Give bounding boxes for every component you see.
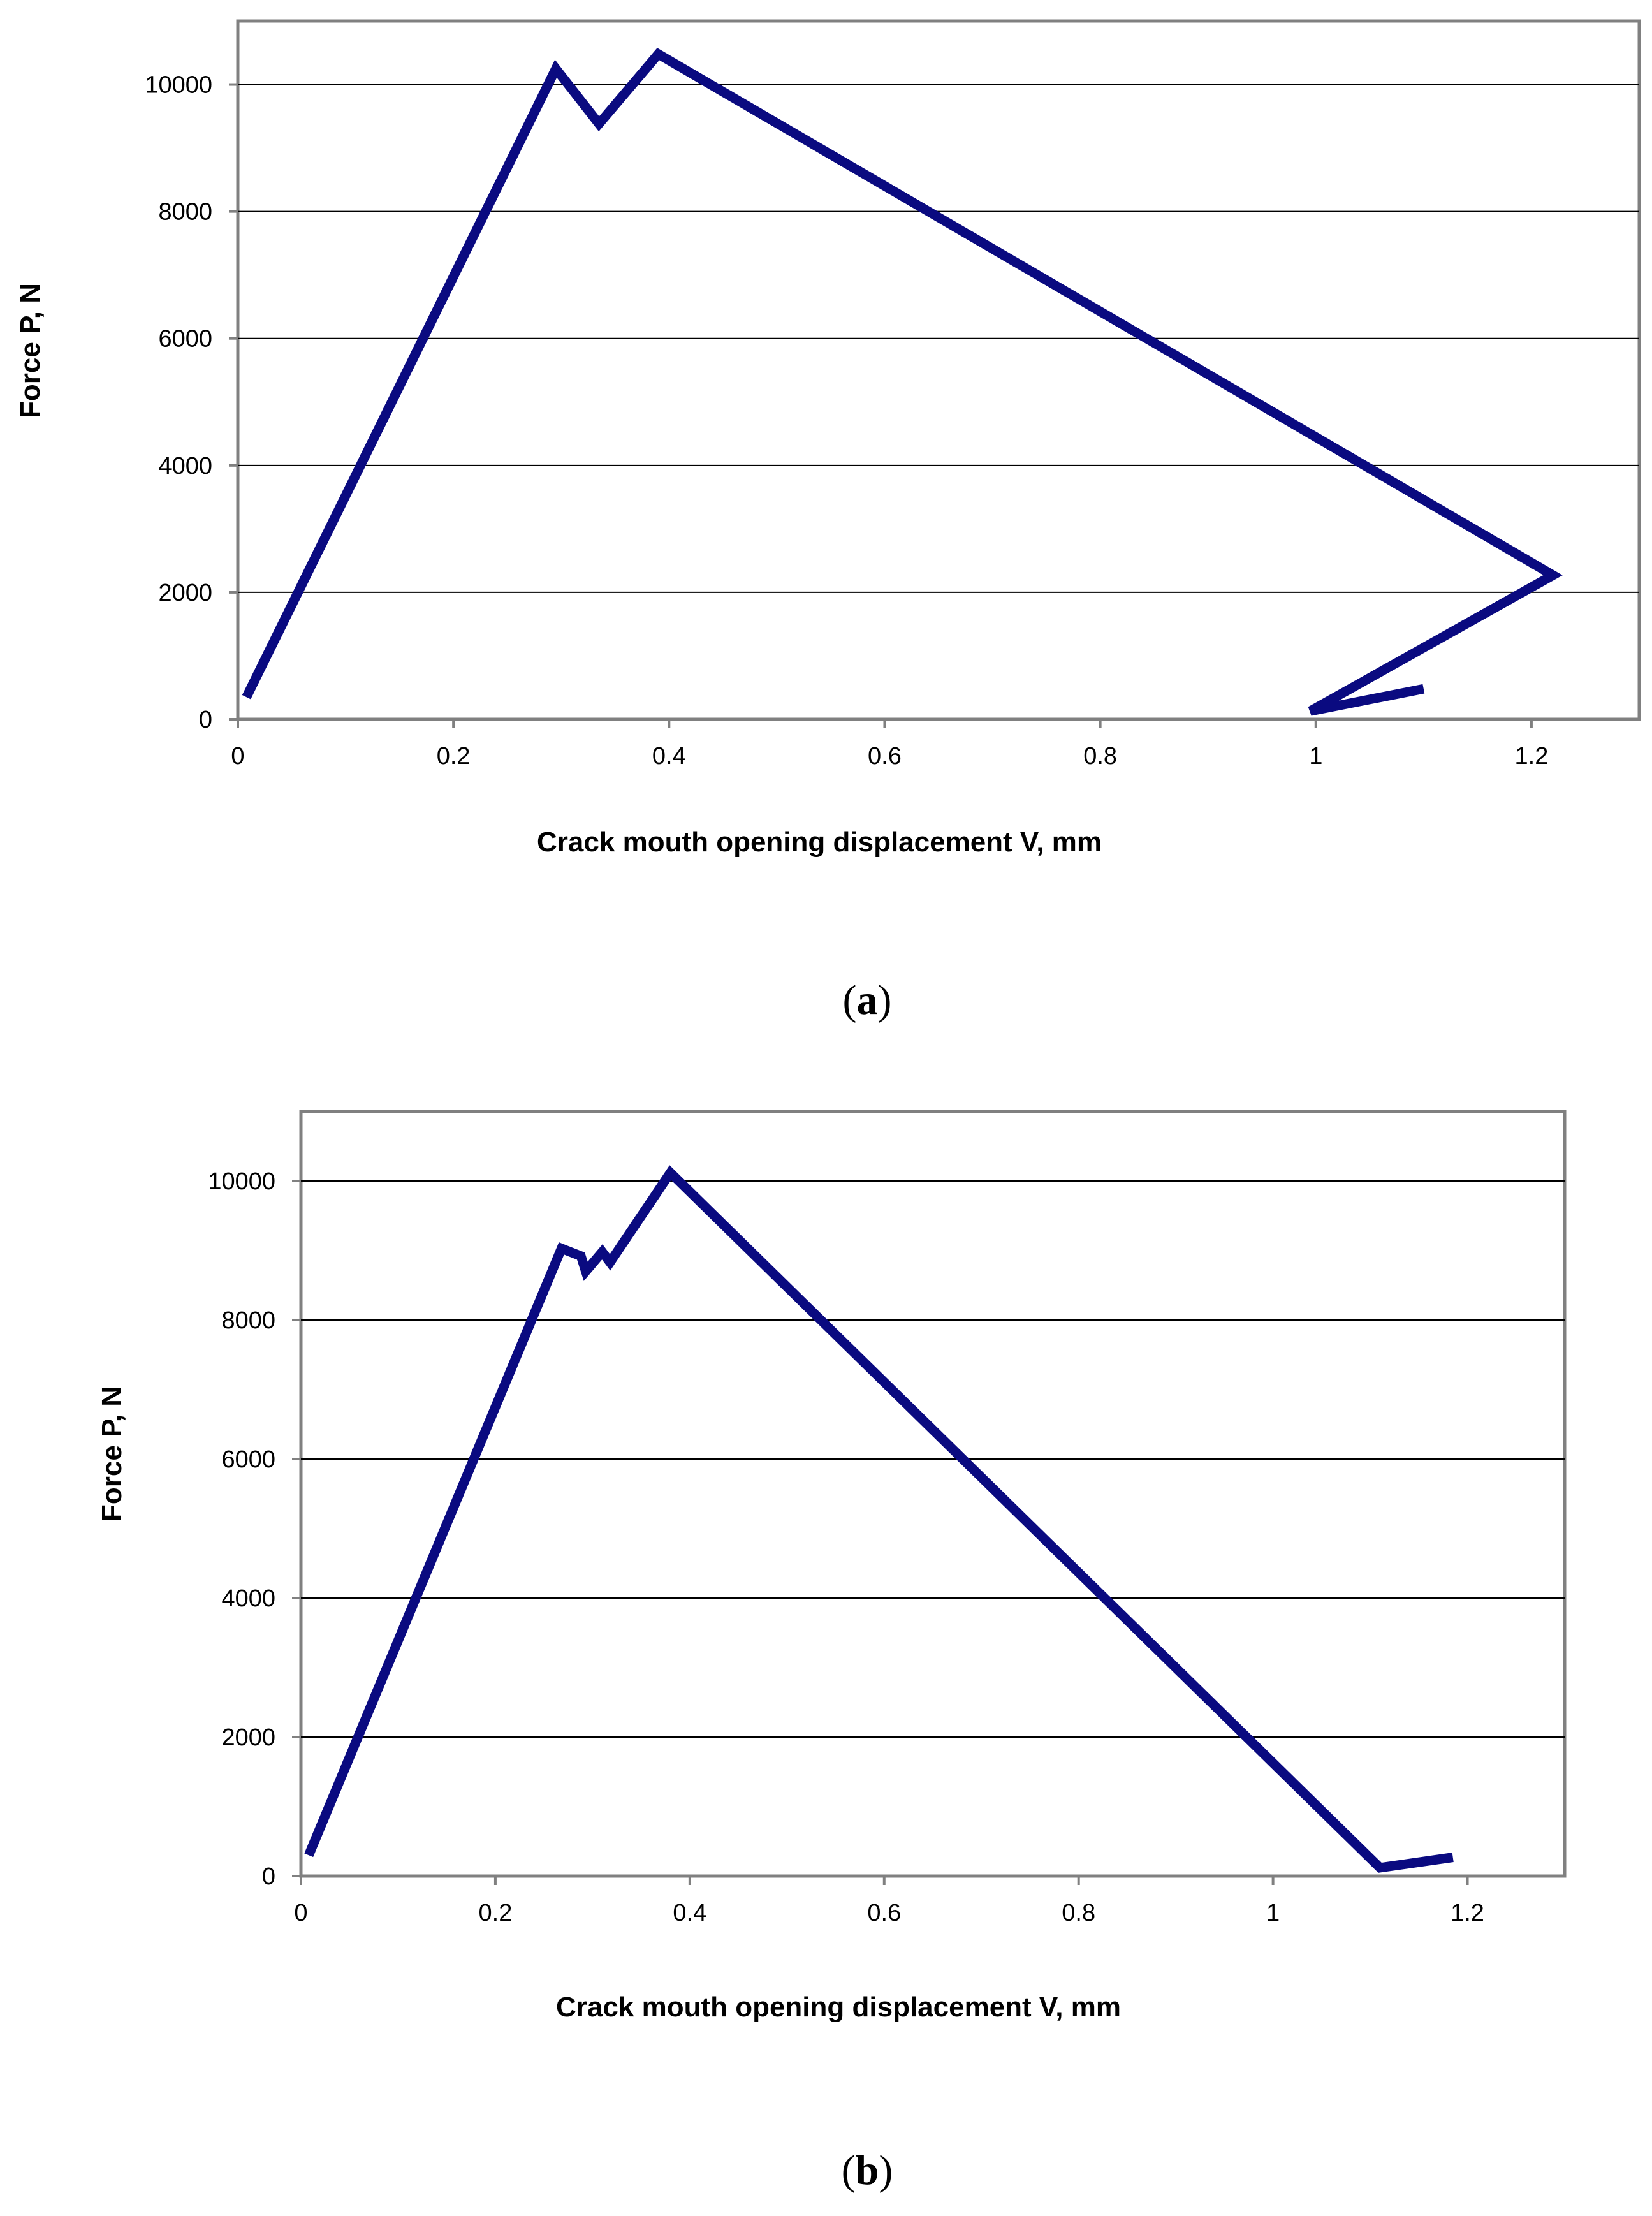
x-tick-label-a-0.8: 0.8 <box>1083 743 1117 770</box>
x-tick-label-b-1: 1 <box>1266 1900 1280 1926</box>
panel-letter-b: b <box>856 2147 879 2194</box>
y-tick-label-b-0: 0 <box>262 1863 275 1890</box>
y-tick-label-a-2000: 2000 <box>158 580 212 606</box>
x-tick-label-a-1.2: 1.2 <box>1515 743 1549 770</box>
y-tick-label-b-4000: 4000 <box>221 1585 275 1612</box>
y-tick-label-a-6000: 6000 <box>158 326 212 353</box>
x-tick-label-a-1: 1 <box>1309 743 1322 770</box>
gridlines-a <box>238 84 1639 593</box>
y-axis-title-a: Force P, N <box>15 283 46 418</box>
y-tick-label-b-6000: 6000 <box>221 1446 275 1473</box>
x-tick-label-a-0.6: 0.6 <box>868 743 902 770</box>
y-ticks-a: 0 2000 4000 6000 8000 10000 <box>145 72 238 733</box>
x-tick-label-a-0.4: 0.4 <box>652 743 686 770</box>
panel-label-b: (b) <box>842 2147 893 2194</box>
plot-area-b <box>299 1110 1567 1878</box>
x-tick-label-b-0.6: 0.6 <box>867 1900 901 1926</box>
y-tick-label-a-0: 0 <box>199 707 212 733</box>
x-tick-label-a-0: 0 <box>231 743 244 770</box>
x-tick-label-b-1.2: 1.2 <box>1451 1900 1484 1926</box>
panel-letter-a: a <box>857 977 878 1024</box>
chart-a: 0 2000 4000 6000 8000 10000 0 0.2 0.4 0.6 0.8 1 1.2… <box>15 19 1641 858</box>
y-tick-label-a-8000: 8000 <box>158 199 212 226</box>
gridlines-b <box>301 1180 1565 1738</box>
x-ticks-a: 0 0.2 0.4 0.6 0.8 1 1.2 <box>231 719 1548 770</box>
x-tick-label-b-0.4: 0.4 <box>673 1900 706 1926</box>
x-tick-label-a-0.2: 0.2 <box>437 743 471 770</box>
y-axis-title-b: Force P, N <box>96 1386 128 1522</box>
y-tick-label-a-4000: 4000 <box>158 453 212 480</box>
x-tick-label-b-0: 0 <box>294 1900 307 1926</box>
y-tick-label-b-10000: 10000 <box>208 1168 275 1195</box>
y-ticks-b: 0 2000 4000 6000 8000 10000 <box>208 1168 301 1890</box>
y-tick-label-b-8000: 8000 <box>221 1307 275 1334</box>
x-tick-label-b-0.8: 0.8 <box>1062 1900 1095 1926</box>
x-ticks-b: 0 0.2 0.4 0.6 0.8 1 1.2 <box>294 1876 1484 1926</box>
plot-area-a <box>236 19 1641 721</box>
force-displacement-line-a <box>242 48 1563 716</box>
y-tick-label-a-10000: 10000 <box>145 72 212 99</box>
x-tick-label-b-0.2: 0.2 <box>479 1900 513 1926</box>
x-axis-title-a: Crack mouth opening displacement V, mm <box>537 826 1102 858</box>
y-tick-label-b-2000: 2000 <box>221 1724 275 1751</box>
chart-b: 0 2000 4000 6000 8000 10000 0 0.2 0.4 0.6 0.8 1 1.2… <box>96 1110 1567 2023</box>
force-displacement-line-b <box>304 1165 1454 1873</box>
panel-label-a: (a) <box>843 977 892 1024</box>
x-axis-title-b: Crack mouth opening displacement V, mm <box>556 1992 1121 2023</box>
